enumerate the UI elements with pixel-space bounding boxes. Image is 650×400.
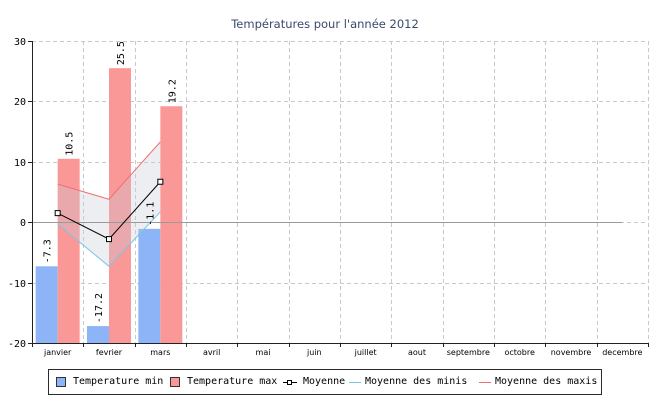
bar-temperature-min-mars — [138, 228, 161, 343]
bars — [35, 68, 183, 344]
axes: -20 -10 0 10 20 30 janvier fevrier mars avril mai j… — [8, 37, 649, 357]
legend-item-temperature-min: Temperature min — [56, 370, 163, 394]
legend-label-temperature-min: Temperature min — [73, 376, 164, 387]
marker-moyenne — [157, 178, 164, 185]
legend-label-temperature-max: Temperature max — [187, 376, 278, 387]
x-tick-label-septembre: septembre — [447, 348, 490, 357]
x-tick-label-octobre: octobre — [504, 348, 535, 357]
data-label-temperature-max-mars: 19.2 — [167, 79, 178, 103]
x-tick-label-aout: aout — [408, 348, 426, 357]
legend-line-moyenne — [283, 379, 297, 385]
line-markers — [54, 178, 164, 243]
bar-temperature-min-fevrier — [87, 326, 109, 343]
legend-line-moyenne-des-maxis — [479, 381, 491, 383]
y-tick-label: 20 — [14, 97, 26, 108]
data-labels: -7.3 -17.2 -1.1 10.5 25.5 19.2 — [43, 41, 179, 323]
data-label-temperature-min-fevrier: -17.2 — [94, 293, 105, 323]
x-tick-label-mai: mai — [256, 348, 271, 357]
legend-square-marker-icon — [287, 379, 292, 385]
bar-temperature-max-fevrier — [109, 68, 131, 344]
legend-item-moyenne-des-minis: Moyenne des minis — [349, 370, 467, 394]
y-tick-label: -20 — [8, 339, 26, 350]
legend-item-moyenne-des-maxis: Moyenne des maxis — [479, 370, 597, 394]
legend-swatch-temperature-min — [56, 377, 66, 387]
y-tick-label: -10 — [8, 279, 26, 290]
bar-temperature-min-janvier — [35, 266, 58, 343]
data-label-temperature-min-janvier: -7.3 — [43, 239, 54, 263]
chart-title: Températures pour l'année 2012 — [230, 17, 419, 31]
line-moyenne-des-maxis — [57, 141, 161, 200]
legend-label-moyenne-des-minis: Moyenne des minis — [365, 376, 468, 387]
x-tick-label-mars: mars — [150, 348, 170, 357]
marker-moyenne — [106, 236, 112, 243]
legend-line-moyenne-des-minis — [349, 381, 361, 383]
x-tick-label-avril: avril — [203, 348, 220, 357]
y-tick-label: 10 — [14, 158, 26, 169]
shaded-band — [57, 141, 161, 267]
legend-label-moyenne-des-maxis: Moyenne des maxis — [495, 376, 598, 387]
y-tick-label: 30 — [14, 37, 26, 48]
x-tick-label-fevrier: fevrier — [96, 348, 123, 357]
legend: Temperature min Temperature max Moyenne … — [48, 369, 602, 395]
y-tick-label: 0 — [20, 218, 26, 229]
average-band — [57, 141, 161, 267]
line-moyenne-des-minis — [57, 211, 161, 267]
x-tick-label-novembre: novembre — [551, 348, 592, 357]
data-label-temperature-max-janvier: 10.5 — [65, 132, 76, 156]
legend-swatch-temperature-max — [170, 377, 180, 387]
x-tick-label-decembre: decembre — [602, 348, 642, 357]
data-label-temperature-min-mars: -1.1 — [145, 202, 156, 226]
bar-temperature-max-mars — [160, 106, 183, 344]
x-tick-label-juin: juin — [306, 348, 322, 357]
bar-temperature-max-janvier — [57, 158, 80, 343]
x-tick-label-janvier: janvier — [43, 348, 72, 357]
legend-label-moyenne: Moyenne — [303, 376, 346, 387]
grid — [32, 41, 649, 343]
legend-item-moyenne: Moyenne — [283, 370, 345, 394]
marker-moyenne — [54, 210, 61, 217]
data-label-temperature-max-fevrier: 25.5 — [116, 41, 127, 65]
legend-item-temperature-max: Temperature max — [170, 370, 277, 394]
x-tick-label-juillet: juillet — [354, 348, 377, 357]
